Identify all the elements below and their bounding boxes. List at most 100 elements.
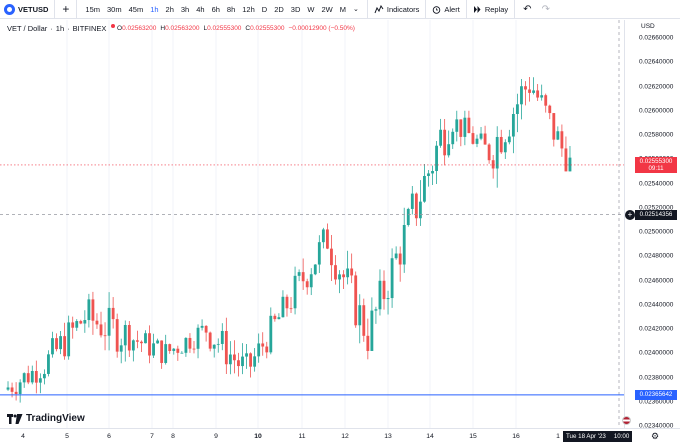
candle-body	[511, 113, 515, 137]
interval-2h[interactable]: 2h	[165, 4, 174, 14]
currency-label[interactable]: USD	[641, 23, 655, 30]
candle-body	[220, 330, 224, 344]
horizontal-line-price-label-value: 0.02365642	[639, 391, 673, 399]
candle-body	[51, 338, 54, 355]
candle-body	[265, 346, 269, 353]
candle-body	[560, 131, 564, 149]
candle-body	[414, 193, 418, 219]
crosshair-date: Tue 18 Apr '23	[566, 433, 606, 440]
interval-d[interactable]: D	[261, 4, 268, 14]
candle-body	[451, 131, 455, 145]
candle-body	[212, 344, 216, 349]
candle-body	[390, 258, 394, 299]
interval-more-chevron-icon[interactable]: ⌄	[352, 6, 359, 13]
indicators-label: Indicators	[386, 4, 420, 14]
candle-body	[103, 335, 107, 337]
interval-8h[interactable]: 8h	[226, 4, 236, 14]
add-alert-plus-icon[interactable]: +	[625, 209, 635, 220]
price-tick-label: 0.02480000	[639, 252, 674, 260]
interval-15m[interactable]: 15m	[85, 4, 101, 14]
alert-button[interactable]: Alert	[426, 0, 467, 19]
interval-30m[interactable]: 30m	[107, 4, 122, 14]
interval-1h[interactable]: 1h	[150, 4, 159, 14]
candle-body	[564, 148, 568, 172]
interval-12h[interactable]: 12h	[242, 4, 255, 14]
interval-45m[interactable]: 45m	[128, 4, 144, 14]
interval-6h[interactable]: 6h	[211, 4, 220, 14]
interval-4h[interactable]: 4h	[196, 4, 205, 14]
redo-icon[interactable]: ↷	[541, 3, 550, 15]
title-part: BITFINEX	[72, 24, 107, 33]
candle-body	[289, 308, 293, 310]
candle-body	[520, 86, 523, 105]
candle-body	[370, 310, 374, 351]
ohlc-item: O0.02563200	[117, 25, 156, 32]
chart-settings-gear-icon[interactable]: ⚙	[651, 431, 660, 441]
candle-body	[55, 338, 58, 350]
candle-body	[140, 341, 143, 344]
candle-body	[38, 378, 42, 383]
candle-body	[495, 136, 499, 169]
price-tick-label: 0.02380000	[639, 374, 674, 381]
candle-body	[342, 274, 345, 278]
candle-body	[305, 281, 309, 288]
candle-body	[406, 208, 410, 225]
candle-body	[152, 343, 155, 356]
current-price-label-value: 0.02555300	[639, 157, 673, 165]
candle-body	[334, 265, 337, 280]
price-chart[interactable]	[0, 20, 624, 428]
candle-body	[532, 90, 536, 93]
add-symbol-button[interactable]: +	[55, 0, 78, 19]
candle-body	[184, 337, 188, 353]
interval-w[interactable]: W	[307, 4, 315, 14]
tradingview-logo[interactable]: TradingView	[7, 413, 85, 424]
candle-body	[34, 370, 38, 383]
interval-2d[interactable]: 2D	[274, 4, 284, 14]
interval-2w[interactable]: 2W	[321, 4, 333, 14]
price-tick-label: 0.02600000	[639, 107, 674, 115]
us-flag-icon[interactable]	[622, 416, 631, 425]
candle-body	[144, 333, 147, 344]
time-axis[interactable]: Tue 18 Apr '23 10:00 ⚙ 4 5 6 7 8 9 10 11 12 13 14 1…	[0, 428, 680, 446]
candle-body	[455, 119, 459, 132]
price-tick-label: 0.02620000	[639, 83, 674, 90]
interval-m[interactable]: M	[339, 4, 346, 14]
indicators-button[interactable]: Indicators	[368, 0, 427, 19]
interval-3d[interactable]: 3D	[290, 4, 301, 14]
undo-redo-group: ↶ ↷	[515, 4, 560, 15]
candle-body	[253, 356, 257, 367]
candle-body	[180, 352, 184, 354]
candle-body	[346, 268, 350, 278]
candle-body	[467, 117, 471, 134]
price-tick-label: 0.02500000	[639, 228, 674, 236]
candle-body	[362, 305, 366, 336]
candle-body	[386, 298, 390, 300]
price-axis[interactable]: USD 0.02660000 0.02640000 0.02620000 0.0260…	[624, 20, 680, 430]
candle-body	[42, 373, 46, 379]
candle-body	[241, 356, 244, 367]
interval-3h[interactable]: 3h	[180, 4, 190, 14]
price-tick-label: 0.02460000	[639, 277, 674, 284]
ohlc-value: 0.02563200	[165, 25, 200, 32]
candle-body	[507, 136, 511, 143]
candle-body	[330, 248, 333, 266]
candle-body	[148, 333, 151, 356]
replay-label: Replay	[484, 4, 509, 14]
time-tick-label: 9	[214, 433, 218, 440]
candle-body	[374, 309, 378, 311]
replay-button[interactable]: Replay	[467, 0, 516, 19]
price-tick-label: 0.02580000	[639, 131, 674, 139]
top-toolbar: VETUSD + 15m 30m 45m 1h 2h 3h 4h 6h 8h 12h D 2D 3D W 2…	[0, 0, 680, 19]
tradingview-logo-icon	[7, 413, 23, 424]
time-tick-label: 15	[469, 433, 477, 440]
interval-bar: 15m 30m 45m 1h 2h 3h 4h 6h 8h 12h D 2D 3D W 2W M ⌄	[77, 0, 368, 19]
candle-body	[22, 373, 26, 383]
candle-body	[524, 86, 527, 90]
undo-icon[interactable]: ↶	[523, 3, 532, 15]
candle-body	[338, 274, 341, 280]
candle-body	[293, 275, 297, 309]
symbol-search-button[interactable]: VETUSD	[0, 0, 56, 19]
candle-body	[261, 343, 265, 347]
ohlc-item: H0.02563200	[160, 25, 199, 32]
crosshair-hour: 10:00	[613, 433, 630, 440]
